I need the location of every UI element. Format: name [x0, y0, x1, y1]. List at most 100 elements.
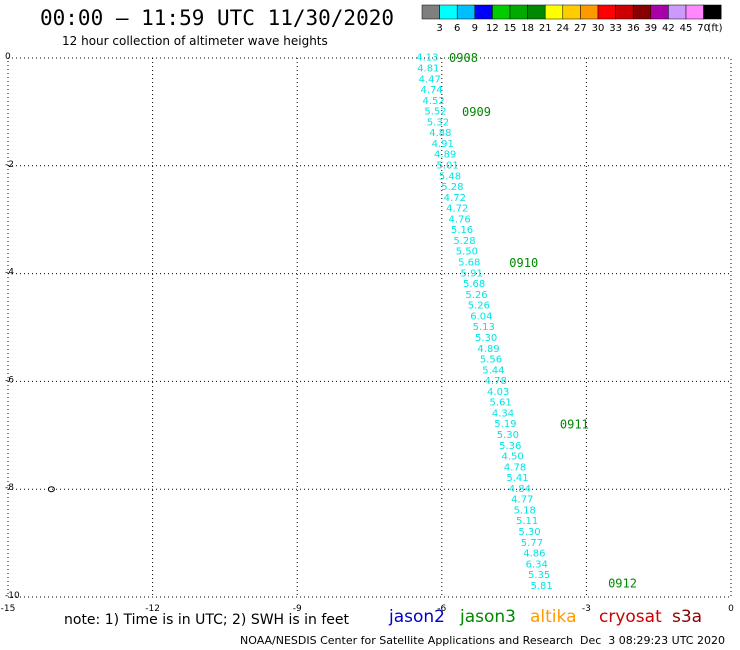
- color-scale-label: 15: [504, 23, 517, 34]
- legend-cryosat: cryosat: [599, 607, 662, 627]
- color-scale-swatch: [544, 4, 564, 20]
- color-scale-label: 70: [697, 23, 710, 34]
- wave-height-label: 5.26: [468, 301, 490, 312]
- color-scale-swatch: [562, 4, 581, 20]
- wave-height-label: 5.56: [480, 355, 502, 366]
- color-scale-swatch: [580, 4, 599, 20]
- color-scale-swatch: [597, 4, 616, 20]
- color-scale-label: 21: [539, 23, 552, 34]
- footer-credit: NOAA/NESDIS Center for Satellite Applica…: [240, 634, 574, 647]
- color-scale-label: 12: [486, 23, 499, 34]
- legend-altika: altika: [530, 607, 577, 627]
- wave-height-label: 4.89: [477, 344, 499, 355]
- color-scale-swatch: [650, 4, 669, 20]
- wave-height-label: 5.44: [482, 365, 504, 376]
- footer-note: note: 1) Time is in UTC; 2) SWH is in fe…: [64, 612, 350, 628]
- wave-height-label: 5.28: [441, 182, 463, 193]
- color-scale-label: 6: [454, 23, 460, 34]
- wave-height-label: 4.81: [417, 63, 439, 74]
- color-scale-label: 30: [592, 23, 605, 34]
- wave-height-label: 4.03: [487, 387, 509, 398]
- wave-height-label: 5.19: [494, 419, 516, 430]
- x-tick-label: -3: [582, 604, 591, 614]
- x-tick-label: -12: [145, 604, 160, 614]
- time-label: 0908: [449, 51, 478, 65]
- wave-height-label: 4.50: [502, 452, 524, 463]
- color-scale-label: 42: [662, 23, 675, 34]
- wave-height-label: 4.72: [446, 204, 468, 215]
- wave-height-label: 5.61: [489, 398, 511, 409]
- color-scale-swatch: [439, 4, 458, 20]
- wave-height-label: 4.47: [419, 74, 441, 85]
- color-scale-label: 24: [556, 23, 569, 34]
- time-label: 0911: [560, 418, 589, 432]
- y-tick-label: -6: [5, 375, 14, 385]
- footer-timestamp: Dec 3 08:29:23 UTC 2020: [580, 634, 725, 647]
- station-marker: [47, 486, 55, 493]
- wave-height-label: 4.88: [429, 128, 451, 139]
- wave-height-label: 6.34: [526, 559, 548, 570]
- wave-height-label: 5.52: [424, 107, 446, 118]
- wave-height-label: 4.89: [434, 150, 456, 161]
- color-scale-swatch: [668, 4, 687, 20]
- wave-height-label: 5.11: [516, 516, 538, 527]
- wave-height-label: 4.86: [523, 549, 545, 560]
- color-scale-label: 9: [472, 23, 478, 34]
- time-label: 0910: [509, 256, 538, 270]
- wave-height-label: 5.41: [506, 473, 528, 484]
- wave-height-label: 5.30: [497, 430, 519, 441]
- wave-height-label: 4.34: [492, 408, 514, 419]
- color-scale-label: 18: [521, 23, 534, 34]
- wave-height-label: 4.72: [444, 193, 466, 204]
- wave-height-label: 5.77: [521, 538, 543, 549]
- wave-height-label: 5.30: [475, 333, 497, 344]
- wave-height-label: 5.30: [518, 527, 540, 538]
- color-scale-swatch: [492, 4, 511, 20]
- wave-height-label: 5.48: [439, 171, 461, 182]
- color-scale-swatch: [474, 4, 493, 20]
- wave-height-label: 4.76: [449, 214, 471, 225]
- wave-height-label: 4.78: [485, 376, 507, 387]
- wave-height-label: 5.68: [458, 258, 480, 269]
- wave-height-label: 5.26: [465, 290, 487, 301]
- wave-height-label: 5.68: [463, 279, 485, 290]
- color-scale-swatch: [632, 4, 652, 20]
- y-tick-label: -10: [5, 591, 20, 601]
- wave-height-label: 5.81: [530, 581, 552, 592]
- color-scale-label: 39: [644, 23, 657, 34]
- x-tick-label: -9: [293, 604, 302, 614]
- color-scale-label: 3: [436, 23, 442, 34]
- color-scale-swatch: [527, 4, 546, 20]
- color-scale-swatch: [421, 4, 440, 20]
- wave-height-label: 5.01: [436, 160, 458, 171]
- x-tick-label: -6: [437, 604, 446, 614]
- wave-height-label: 5.18: [514, 505, 536, 516]
- wave-height-label: 4.77: [511, 495, 533, 506]
- legend-jason3: jason3: [460, 607, 516, 627]
- wave-height-label: 4.84: [509, 484, 531, 495]
- wave-height-label: 5.91: [461, 268, 483, 279]
- wave-height-label: 5.28: [453, 236, 475, 247]
- color-scale-swatch: [685, 4, 704, 20]
- y-tick-label: -2: [5, 160, 14, 170]
- wave-height-label: 5.35: [528, 570, 550, 581]
- legend-s3a: s3a: [672, 607, 703, 627]
- color-scale-swatch: [456, 4, 476, 20]
- x-tick-label: -15: [1, 604, 16, 614]
- chart-title: 00:00 – 11:59 UTC 11/30/2020: [40, 6, 395, 30]
- legend-jason2: jason2: [389, 607, 445, 627]
- wave-height-label: 4.13: [416, 53, 438, 64]
- wave-height-label: 4.74: [421, 85, 443, 96]
- y-tick-label: 0: [5, 52, 11, 62]
- color-scale-unit: (ft): [707, 23, 722, 34]
- plot-frame: [7, 57, 732, 598]
- color-scale-label: 27: [574, 23, 587, 34]
- time-label: 0909: [462, 105, 491, 119]
- chart-subtitle: 12 hour collection of altimeter wave hei…: [62, 34, 328, 48]
- time-label: 0912: [608, 577, 637, 591]
- wave-height-label: 5.32: [427, 117, 449, 128]
- color-scale-swatch: [509, 4, 528, 20]
- color-scale-label: 33: [609, 23, 622, 34]
- color-scale-swatch: [615, 4, 634, 20]
